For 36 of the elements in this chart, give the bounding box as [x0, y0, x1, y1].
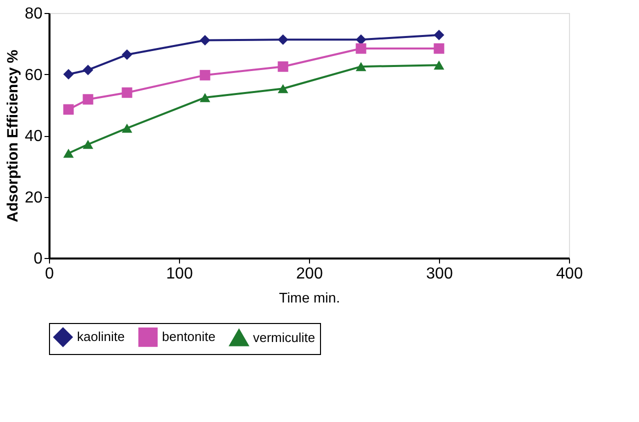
point: [200, 92, 210, 102]
legend-label: kaolinite: [77, 329, 125, 344]
point: [82, 94, 94, 105]
point: [200, 35, 210, 46]
x-tick-label: 100: [166, 266, 193, 282]
y-tick-label: 60: [24, 66, 43, 84]
point: [278, 34, 288, 45]
point: [122, 49, 132, 60]
point: [434, 60, 444, 70]
point: [434, 30, 444, 40]
point: [63, 104, 74, 115]
x-tick-label: 300: [426, 266, 453, 282]
point: [434, 43, 444, 54]
legend-label: bentonite: [162, 329, 216, 344]
x-tick-label: 200: [296, 266, 323, 282]
point: [63, 69, 74, 80]
point: [356, 62, 366, 72]
y-tick-label: 80: [24, 6, 43, 22]
point: [200, 70, 210, 80]
point: [122, 87, 132, 98]
y-tick-label: 40: [24, 128, 43, 145]
point: [82, 64, 94, 76]
point: [278, 61, 288, 72]
y-axis-title: Adsorption Efficiency %: [4, 50, 22, 222]
y-tick-label: 0: [34, 250, 43, 268]
x-tick-label: 0: [45, 266, 54, 282]
point: [82, 140, 94, 149]
point: [356, 34, 366, 45]
y-tick-label: 20: [24, 189, 43, 206]
point: [278, 84, 288, 94]
x-tick-label: 400: [556, 266, 583, 282]
x-axis-title: Time min.: [279, 290, 340, 306]
point: [356, 43, 366, 54]
point: [63, 148, 74, 158]
legend-label: vermiculite: [253, 330, 316, 345]
point: [122, 124, 132, 133]
